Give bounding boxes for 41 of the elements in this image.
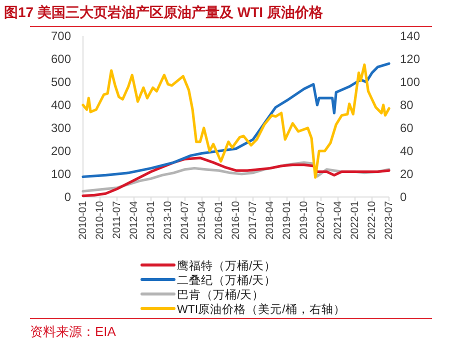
x-tick-label: 2016-01 xyxy=(213,200,225,240)
y-tick-label: 400 xyxy=(50,98,72,112)
legend-label: 巴肯（万桶/天） xyxy=(177,288,264,302)
y2-tick-label: 100 xyxy=(400,75,420,89)
x-tick-label: 2014-07 xyxy=(179,200,191,240)
x-tick-label: 2022-01 xyxy=(349,200,361,240)
x-tick-label: 2013-10 xyxy=(162,200,174,240)
y-tick-label: 600 xyxy=(50,52,72,66)
y2-tick-label: 20 xyxy=(400,167,414,181)
y2-tick-label: 120 xyxy=(400,52,420,66)
legend-label: 二叠纪（万桶/天） xyxy=(177,274,276,287)
y2-tick-label: 60 xyxy=(400,121,414,135)
x-tick-label: 2020-07 xyxy=(315,200,327,240)
y-tick-label: 0 xyxy=(64,190,72,204)
y2-tick-label: 40 xyxy=(400,144,414,158)
x-tick-label: 2017-07 xyxy=(247,200,259,240)
y-tick-label: 300 xyxy=(50,121,72,135)
y-tick-label: 100 xyxy=(50,167,72,181)
x-tick-label: 2011-07 xyxy=(111,200,123,239)
x-tick-label: 2018-04 xyxy=(264,200,276,240)
x-tick-label: 2019-01 xyxy=(281,200,293,240)
x-tick-label: 2022-10 xyxy=(366,200,378,240)
legend-label: WTI原油价格（美元/桶，右轴） xyxy=(177,302,346,316)
x-tick-label: 2015-04 xyxy=(196,200,208,240)
x-tick-label: 2010-01 xyxy=(77,200,89,240)
x-tick-label: 2019-10 xyxy=(298,200,310,240)
y-tick-label: 500 xyxy=(50,75,72,89)
y2-tick-label: 140 xyxy=(400,29,420,43)
x-tick-label: 2023-07 xyxy=(383,200,395,240)
chart-title: 图17 美国三大页岩油产区原油产量及 WTI 原油价格 xyxy=(4,4,324,20)
y-tick-label: 200 xyxy=(50,144,72,158)
text: 资料来源：EIA xyxy=(30,324,116,339)
y2-tick-label: 80 xyxy=(400,98,414,112)
y2-tick-label: 0 xyxy=(400,190,407,204)
y-tick-label: 700 xyxy=(50,29,72,43)
x-tick-label: 2021-04 xyxy=(332,200,344,240)
x-tick-label: 2010-10 xyxy=(94,200,106,240)
x-tick-label: 2013-01 xyxy=(145,200,157,240)
legend-label: 鹰福特（万桶/天） xyxy=(177,258,276,272)
x-tick-label: 2016-10 xyxy=(230,200,242,240)
x-tick-label: 2012-04 xyxy=(128,200,140,240)
